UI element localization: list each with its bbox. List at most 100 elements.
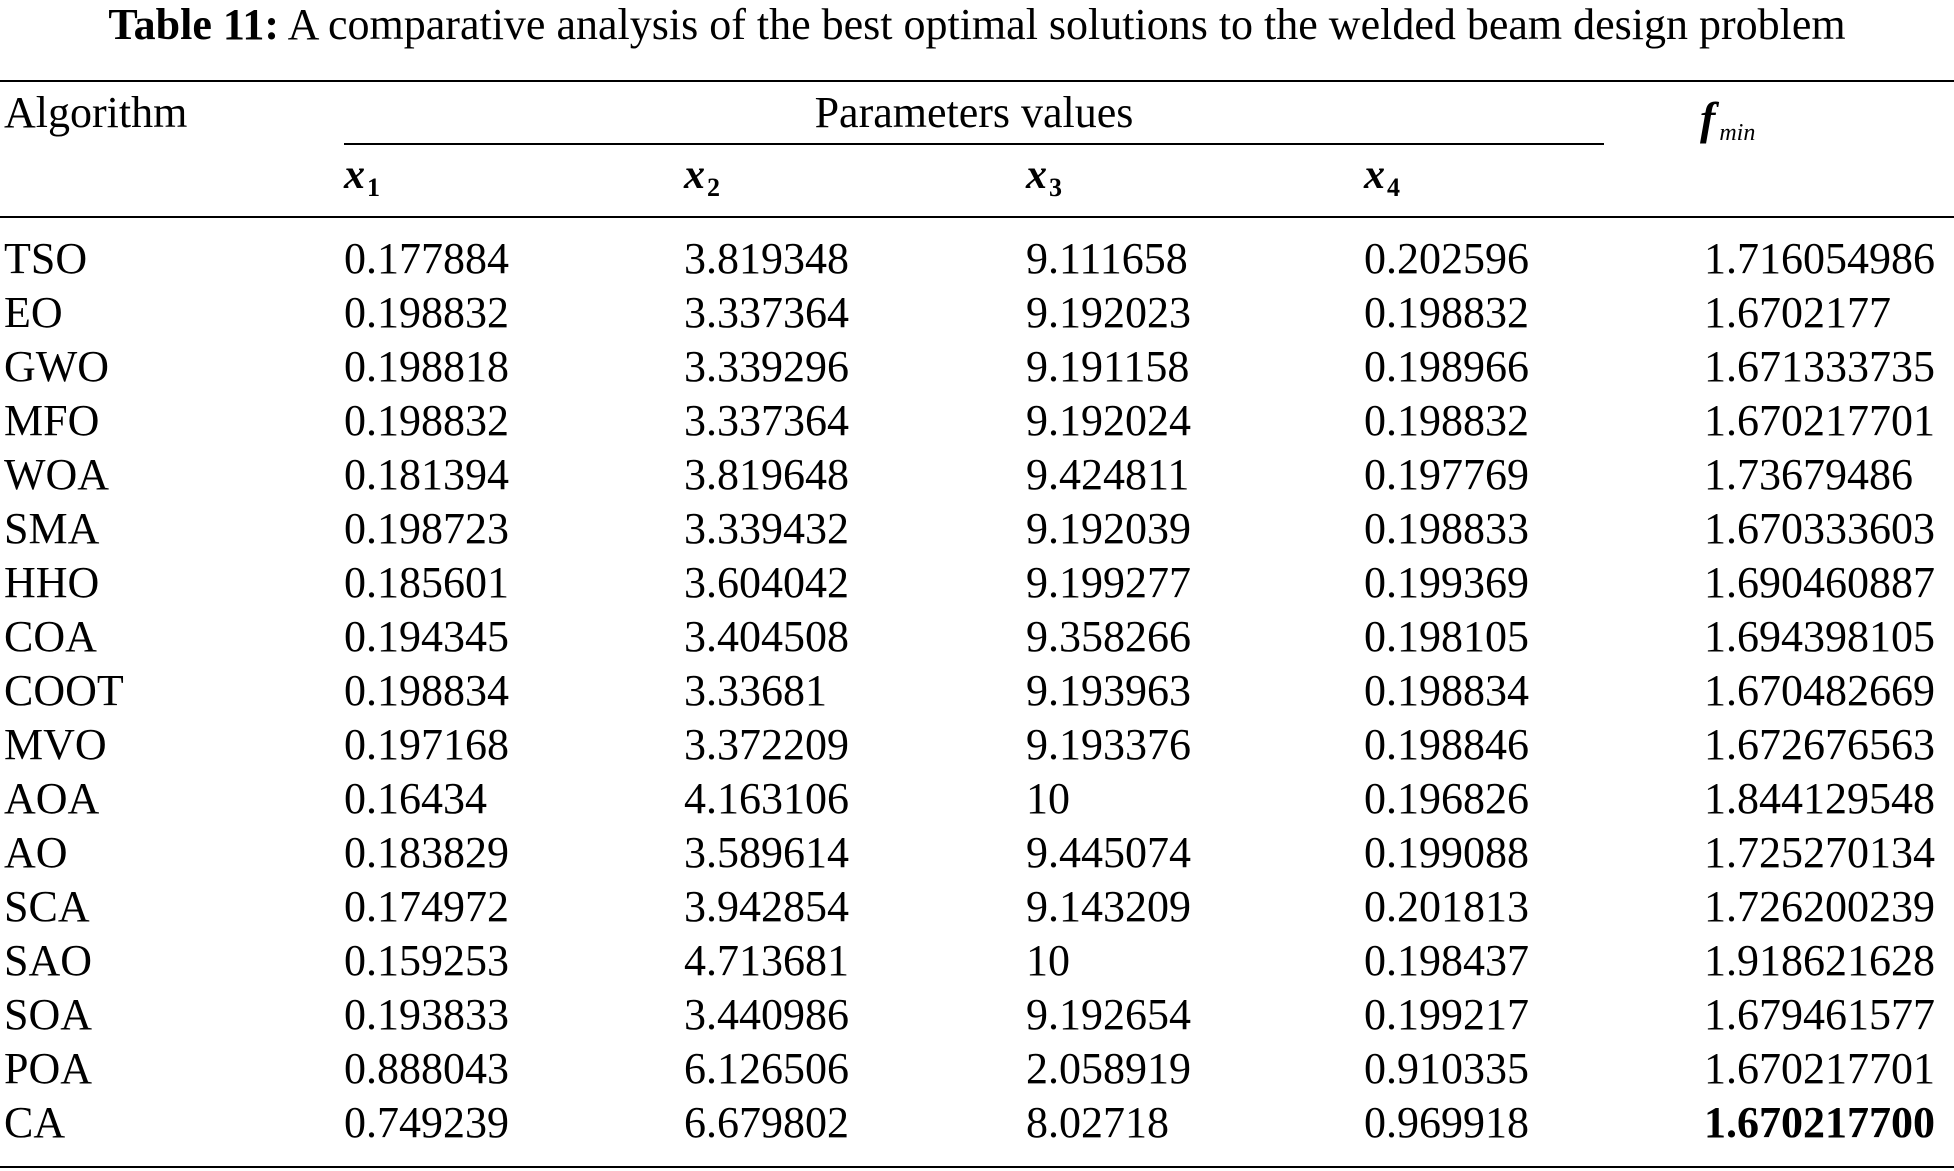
table-row: CA 0.749239 6.679802 8.02718 0.969918 1.…: [0, 1096, 1954, 1150]
cell-algorithm: HHO: [4, 558, 100, 607]
header-x1-sub: 1: [367, 173, 380, 202]
cell-x1: 0.198832: [344, 396, 509, 445]
header-x3-sub: 3: [1049, 173, 1062, 202]
header-fmin-sub: min: [1719, 120, 1756, 146]
header-x2-main: x: [684, 152, 705, 198]
cell-x3: 9.199277: [1026, 558, 1191, 607]
cell-x1: 0.193833: [344, 990, 509, 1039]
cell-x4: 0.198832: [1364, 396, 1529, 445]
cell-x1: 0.181394: [344, 450, 509, 499]
header-x4-main: x: [1364, 152, 1385, 198]
cell-x2: 3.339432: [684, 504, 849, 553]
header-x3: x3: [1026, 150, 1062, 213]
cell-fmin: 1.679461577: [1704, 990, 1935, 1039]
cell-algorithm: SAO: [4, 936, 93, 985]
cell-algorithm: CA: [4, 1098, 66, 1147]
cell-x2: 6.126506: [684, 1044, 849, 1093]
cell-x3: 9.192024: [1026, 396, 1191, 445]
table-row: SAO 0.159253 4.713681 10 0.198437 1.9186…: [0, 934, 1954, 988]
header-x2: x2: [684, 150, 720, 213]
table-caption: Table 11: A comparative analysis of the …: [0, 0, 1954, 50]
header-x1-main: x: [344, 152, 365, 198]
cell-algorithm: WOA: [4, 450, 110, 499]
cell-x4: 0.196826: [1364, 774, 1529, 823]
header-algorithm: Algorithm: [4, 88, 188, 137]
cell-algorithm: POA: [4, 1044, 93, 1093]
cell-x4: 0.199217: [1364, 990, 1529, 1039]
cell-x2: 4.713681: [684, 936, 849, 985]
cell-x2: 3.942854: [684, 882, 849, 931]
cell-algorithm: MFO: [4, 396, 100, 445]
cell-fmin: 1.670333603: [1704, 504, 1935, 553]
cell-x3: 9.191158: [1026, 342, 1190, 391]
table-row: HHO 0.185601 3.604042 9.199277 0.199369 …: [0, 556, 1954, 610]
cell-fmin: 1.672676563: [1704, 720, 1935, 769]
table-row: COA 0.194345 3.404508 9.358266 0.198105 …: [0, 610, 1954, 664]
cell-fmin: 1.671333735: [1704, 342, 1935, 391]
cell-x1: 0.198818: [344, 342, 509, 391]
cell-x4: 0.199369: [1364, 558, 1529, 607]
cell-fmin: 1.716054986: [1704, 234, 1935, 283]
cell-x2: 3.337364: [684, 396, 849, 445]
cell-x2: 3.604042: [684, 558, 849, 607]
table-row: TSO 0.177884 3.819348 9.111658 0.202596 …: [0, 232, 1954, 286]
cell-x4: 0.202596: [1364, 234, 1529, 283]
cell-x3: 9.192023: [1026, 288, 1191, 337]
cell-fmin-best: 1.670217700: [1704, 1098, 1935, 1147]
cell-x1: 0.159253: [344, 936, 509, 985]
cell-x2: 3.819648: [684, 450, 849, 499]
cell-fmin: 1.726200239: [1704, 882, 1935, 931]
cell-x2: 6.679802: [684, 1098, 849, 1147]
table-row: EO 0.198832 3.337364 9.192023 0.198832 1…: [0, 286, 1954, 340]
cell-fmin: 1.844129548: [1704, 774, 1935, 823]
bottom-rule: [0, 1166, 1954, 1168]
table-row: SMA 0.198723 3.339432 9.192039 0.198833 …: [0, 502, 1954, 556]
cell-x4: 0.198437: [1364, 936, 1529, 985]
cell-algorithm: COOT: [4, 666, 124, 715]
cell-x3: 2.058919: [1026, 1044, 1191, 1093]
cell-x3: 10: [1026, 774, 1070, 823]
results-table: TSO 0.177884 3.819348 9.111658 0.202596 …: [0, 232, 1954, 1150]
cell-x2: 3.339296: [684, 342, 849, 391]
cell-x3: 9.193376: [1026, 720, 1191, 769]
header-x4-sub: 4: [1387, 173, 1400, 202]
header-x3-main: x: [1026, 152, 1047, 198]
cell-x3: 9.192654: [1026, 990, 1191, 1039]
cell-x4: 0.198834: [1364, 666, 1529, 715]
cell-x3: 9.111658: [1026, 234, 1188, 283]
cell-fmin: 1.73679486: [1704, 450, 1913, 499]
cell-x2: 3.440986: [684, 990, 849, 1039]
cell-x3: 9.192039: [1026, 504, 1191, 553]
table-row: GWO 0.198818 3.339296 9.191158 0.198966 …: [0, 340, 1954, 394]
cell-fmin: 1.670217701: [1704, 1044, 1935, 1093]
cell-x1: 0.749239: [344, 1098, 509, 1147]
cell-x1: 0.197168: [344, 720, 509, 769]
table-row: SCA 0.174972 3.942854 9.143209 0.201813 …: [0, 880, 1954, 934]
table-row: COOT 0.198834 3.33681 9.193963 0.198834 …: [0, 664, 1954, 718]
cell-x1: 0.888043: [344, 1044, 509, 1093]
cell-algorithm: AOA: [4, 774, 100, 823]
cell-x2: 3.819348: [684, 234, 849, 283]
header-fmin: f min: [1700, 94, 1755, 158]
cell-x4: 0.199088: [1364, 828, 1529, 877]
cell-algorithm: AO: [4, 828, 68, 877]
cell-fmin: 1.670217701: [1704, 396, 1935, 445]
table-row: WOA 0.181394 3.819648 9.424811 0.197769 …: [0, 448, 1954, 502]
cell-x4: 0.198846: [1364, 720, 1529, 769]
cell-fmin: 1.690460887: [1704, 558, 1935, 607]
header-x1: x1: [344, 150, 380, 213]
header-x4: x4: [1364, 150, 1400, 213]
header-x2-sub: 2: [707, 173, 720, 202]
table-row: AO 0.183829 3.589614 9.445074 0.199088 1…: [0, 826, 1954, 880]
cell-x2: 3.33681: [684, 666, 827, 715]
cell-x1: 0.198723: [344, 504, 509, 553]
cell-x2: 3.404508: [684, 612, 849, 661]
cell-x4: 0.197769: [1364, 450, 1529, 499]
cell-fmin: 1.918621628: [1704, 936, 1935, 985]
cell-x1: 0.16434: [344, 774, 487, 823]
table-row: SOA 0.193833 3.440986 9.192654 0.199217 …: [0, 988, 1954, 1042]
cell-x1: 0.185601: [344, 558, 509, 607]
caption-label: Table 11:: [108, 0, 280, 49]
cell-x3: 10: [1026, 936, 1070, 985]
